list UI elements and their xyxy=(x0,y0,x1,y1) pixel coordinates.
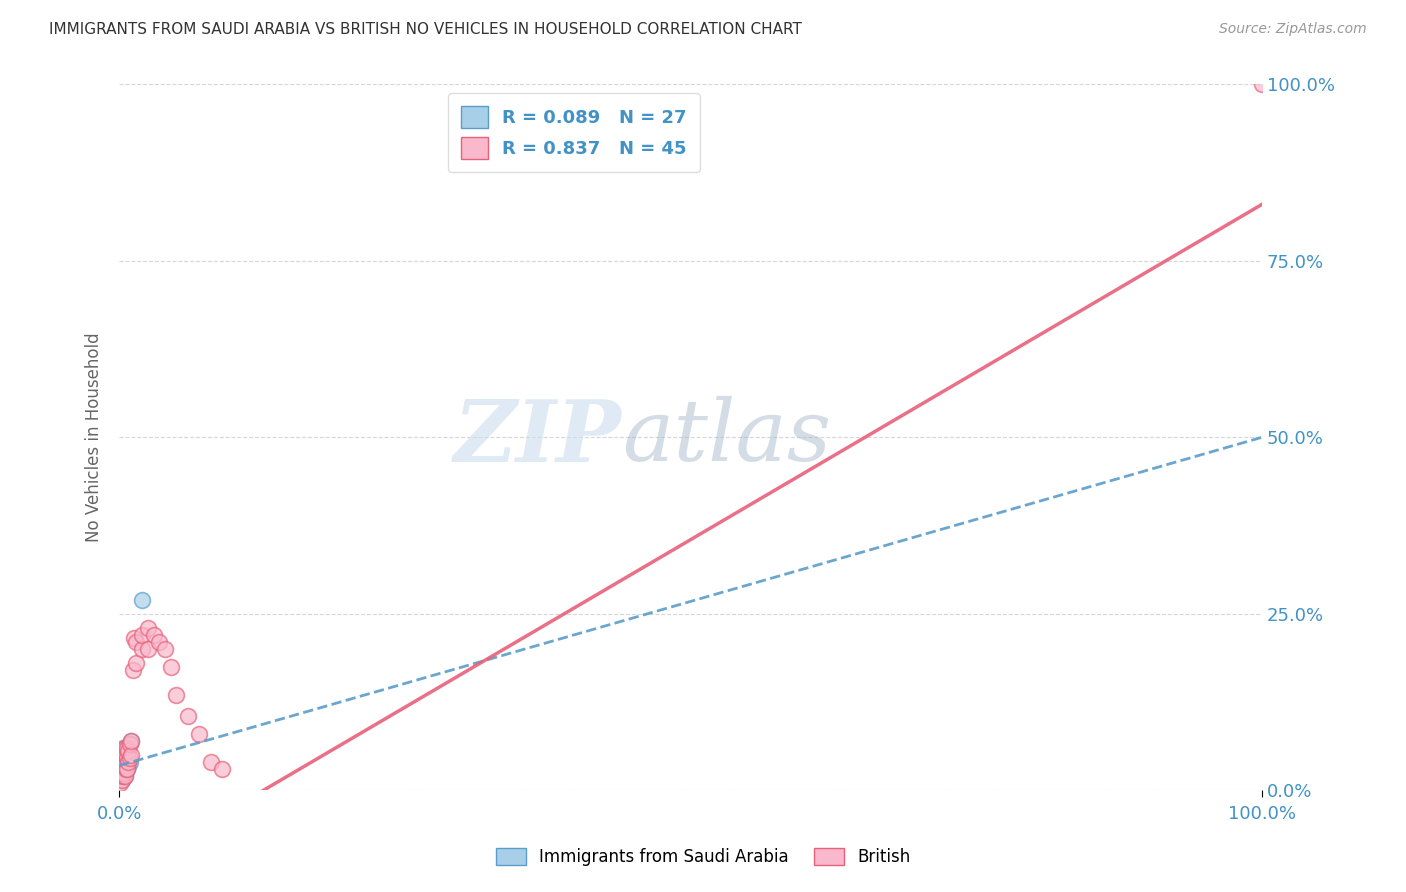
Point xyxy=(120,747,142,762)
Point xyxy=(111,762,134,776)
Point xyxy=(117,762,139,776)
Point xyxy=(131,628,153,642)
Point xyxy=(118,751,141,765)
Point xyxy=(122,632,145,646)
Point xyxy=(118,737,141,751)
Point xyxy=(112,744,135,758)
Point xyxy=(110,765,132,780)
Point xyxy=(117,762,139,776)
Point xyxy=(110,758,132,772)
Point xyxy=(111,747,134,762)
Point xyxy=(110,769,132,783)
Point xyxy=(117,744,139,758)
Point xyxy=(136,621,159,635)
Point xyxy=(136,642,159,657)
Point xyxy=(148,635,170,649)
Point xyxy=(125,656,148,670)
Point xyxy=(110,762,132,776)
Point xyxy=(114,758,136,772)
Point xyxy=(111,769,134,783)
Point xyxy=(200,755,222,769)
Point xyxy=(1251,78,1274,92)
Point xyxy=(110,772,132,787)
Point xyxy=(114,740,136,755)
Point xyxy=(115,751,138,765)
Point xyxy=(110,762,132,776)
Point xyxy=(120,733,142,747)
Point xyxy=(112,747,135,762)
Point xyxy=(111,762,134,776)
Point xyxy=(110,772,132,787)
Legend: R = 0.089   N = 27, R = 0.837   N = 45: R = 0.089 N = 27, R = 0.837 N = 45 xyxy=(449,94,700,172)
Point xyxy=(131,592,153,607)
Text: IMMIGRANTS FROM SAUDI ARABIA VS BRITISH NO VEHICLES IN HOUSEHOLD CORRELATION CHA: IMMIGRANTS FROM SAUDI ARABIA VS BRITISH … xyxy=(49,22,801,37)
Point xyxy=(117,751,139,765)
Point xyxy=(211,762,233,776)
Text: atlas: atlas xyxy=(621,396,831,479)
Point xyxy=(177,709,200,723)
Point xyxy=(110,751,132,765)
Text: ZIP: ZIP xyxy=(454,395,621,479)
Point xyxy=(114,769,136,783)
Point xyxy=(117,751,139,765)
Point xyxy=(118,755,141,769)
Point xyxy=(131,642,153,657)
Point xyxy=(188,727,211,741)
Point xyxy=(142,628,165,642)
Y-axis label: No Vehicles in Household: No Vehicles in Household xyxy=(86,333,103,542)
Point xyxy=(114,758,136,772)
Point xyxy=(114,744,136,758)
Point xyxy=(110,758,132,772)
Point xyxy=(117,740,139,755)
Point xyxy=(117,755,139,769)
Point xyxy=(110,776,132,790)
Point xyxy=(110,765,132,780)
Legend: Immigrants from Saudi Arabia, British: Immigrants from Saudi Arabia, British xyxy=(489,841,917,873)
Point xyxy=(110,769,132,783)
Point xyxy=(110,755,132,769)
Point xyxy=(117,758,139,772)
Point xyxy=(112,758,135,772)
Point xyxy=(159,659,181,673)
Point xyxy=(112,765,135,780)
Point xyxy=(110,744,132,758)
Point xyxy=(115,762,138,776)
Point xyxy=(125,635,148,649)
Point xyxy=(114,769,136,783)
Point xyxy=(122,663,145,677)
Point xyxy=(115,747,138,762)
Point xyxy=(115,762,138,776)
Point xyxy=(120,733,142,747)
Point xyxy=(112,765,135,780)
Point xyxy=(111,740,134,755)
Point xyxy=(110,762,132,776)
Point xyxy=(112,755,135,769)
Text: Source: ZipAtlas.com: Source: ZipAtlas.com xyxy=(1219,22,1367,37)
Point xyxy=(111,769,134,783)
Point xyxy=(153,642,176,657)
Point xyxy=(110,765,132,780)
Point xyxy=(165,688,187,702)
Point xyxy=(111,755,134,769)
